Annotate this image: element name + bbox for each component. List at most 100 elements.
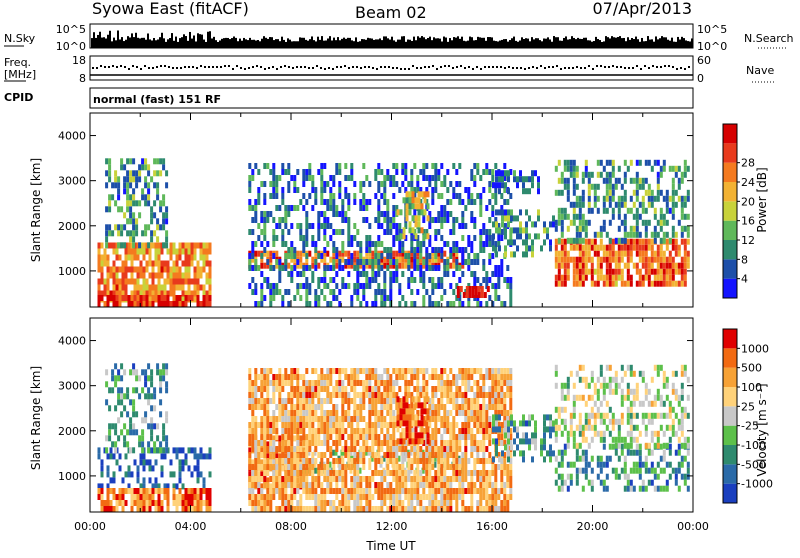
- heatmap-cell: [519, 176, 522, 182]
- heatmap-cell: [434, 422, 437, 428]
- heatmap-cell: [314, 458, 317, 464]
- heatmap-cell: [663, 281, 666, 287]
- heatmap-cell: [287, 482, 290, 488]
- heatmap-cell: [645, 239, 648, 245]
- heatmap-cell: [383, 416, 386, 422]
- heatmap-cell: [341, 398, 344, 404]
- heatmap-cell: [383, 295, 386, 301]
- heatmap-cell: [636, 239, 639, 245]
- heatmap-cell: [350, 488, 353, 494]
- heatmap-cell: [338, 368, 341, 374]
- heatmap-cell: [254, 205, 257, 211]
- heatmap-cell: [128, 249, 131, 255]
- heatmap-cell: [305, 175, 308, 181]
- heatmap-cell: [113, 267, 116, 273]
- nsky-bar: [219, 40, 221, 48]
- heatmap-cell: [329, 422, 332, 428]
- heatmap-cell: [311, 257, 314, 263]
- heatmap-cell: [428, 464, 431, 470]
- heatmap-cell: [434, 229, 437, 235]
- heatmap-cell: [425, 464, 428, 470]
- heatmap-cell: [153, 182, 156, 188]
- heatmap-cell: [479, 229, 482, 235]
- heatmap-cell: [251, 410, 254, 416]
- heatmap-cell: [281, 446, 284, 452]
- heatmap-cell: [119, 453, 122, 459]
- heatmap-cell: [209, 285, 212, 291]
- nsky-bar: [657, 39, 659, 48]
- nave-trace: [92, 65, 690, 70]
- heatmap-cell: [167, 279, 170, 285]
- heatmap-cell: [407, 500, 410, 506]
- heatmap-cell: [558, 251, 561, 257]
- heatmap-cell: [455, 500, 458, 506]
- heatmap-cell: [290, 247, 293, 253]
- heatmap-cell: [347, 175, 350, 181]
- heatmap-cell: [564, 239, 567, 245]
- heatmap-cell: [179, 465, 182, 471]
- heatmap-cell: [275, 251, 278, 257]
- heatmap-cell: [272, 253, 275, 259]
- heatmap-cell: [395, 500, 398, 506]
- heatmap-cell: [410, 380, 413, 386]
- heatmap-cell: [446, 301, 449, 307]
- heatmap-cell: [248, 181, 251, 187]
- heatmap-cell: [165, 242, 168, 248]
- heatmap-cell: [609, 269, 612, 275]
- heatmap-cell: [386, 446, 389, 452]
- heatmap-cell: [173, 301, 176, 307]
- heatmap-cell: [290, 380, 293, 386]
- heatmap-cell: [302, 434, 305, 440]
- heatmap-cell: [356, 380, 359, 386]
- heatmap-cell: [561, 226, 564, 232]
- heatmap-cell: [648, 239, 651, 245]
- heatmap-cell: [362, 446, 365, 452]
- heatmap-cell: [105, 399, 108, 405]
- heatmap-cell: [335, 482, 338, 488]
- heatmap-cell: [666, 257, 669, 263]
- heatmap-cell: [678, 269, 681, 275]
- heatmap-cell: [248, 482, 251, 488]
- heatmap-cell: [344, 187, 347, 193]
- heatmap-cell: [413, 470, 416, 476]
- heatmap-cell: [290, 488, 293, 494]
- heatmap-cell: [678, 178, 681, 184]
- heatmap-cell: [135, 176, 138, 182]
- heatmap-cell: [359, 392, 362, 398]
- heatmap-cell: [338, 211, 341, 217]
- heatmap-cell: [618, 178, 621, 184]
- heatmap-cell: [618, 196, 621, 202]
- heatmap-cell: [380, 392, 383, 398]
- heatmap-cell: [443, 500, 446, 506]
- heatmap-cell: [377, 271, 380, 277]
- heatmap-cell: [636, 232, 639, 238]
- heatmap-cell: [161, 488, 164, 494]
- heatmap-cell: [449, 482, 452, 488]
- heatmap-cell: [257, 251, 260, 257]
- nsky-bar: [555, 37, 557, 48]
- heatmap-cell: [368, 476, 371, 482]
- heatmap-cell: [365, 247, 368, 253]
- nsky-bar: [199, 34, 201, 48]
- heatmap-cell: [362, 440, 365, 446]
- heatmap-cell: [371, 241, 374, 247]
- heatmap-cell: [153, 387, 156, 393]
- heatmap-cell: [446, 476, 449, 482]
- heatmap-cell: [347, 223, 350, 229]
- heatmap-cell: [422, 169, 425, 175]
- nsky-bar: [477, 37, 479, 48]
- heatmap-cell: [329, 428, 332, 434]
- heatmap-cell: [320, 494, 323, 500]
- heatmap-cell: [666, 208, 669, 214]
- heatmap-cell: [470, 506, 473, 512]
- heatmap-cell: [98, 249, 101, 255]
- heatmap-cell: [332, 500, 335, 506]
- heatmap-cell: [293, 253, 296, 259]
- heatmap-cell: [473, 199, 476, 205]
- heatmap-cell: [687, 257, 690, 263]
- heatmap-cell: [132, 429, 135, 435]
- heatmap-cell: [458, 386, 461, 392]
- nsky-bar: [669, 41, 671, 48]
- nave-dot: [444, 65, 446, 67]
- heatmap-cell: [299, 271, 302, 277]
